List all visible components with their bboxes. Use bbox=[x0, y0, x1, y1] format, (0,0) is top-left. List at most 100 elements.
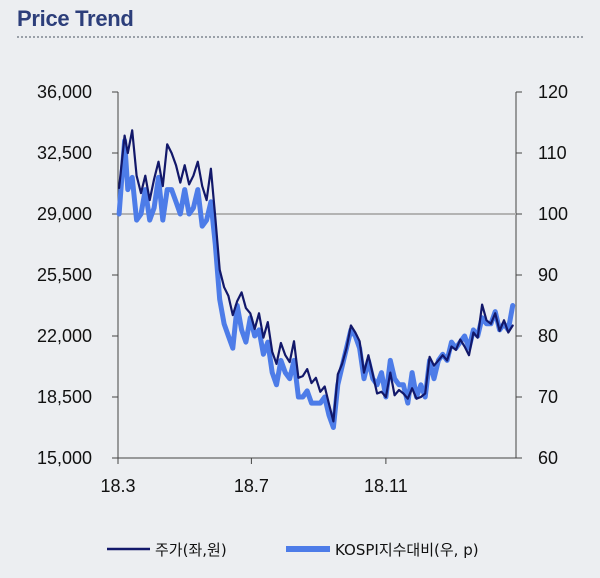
stock-price-point bbox=[280, 342, 281, 343]
kospi-relative-point bbox=[289, 378, 290, 379]
x-tick-label: 18.3 bbox=[100, 476, 135, 496]
kospi-relative-point bbox=[315, 403, 316, 404]
stock-price-point bbox=[512, 325, 513, 326]
stock-price-point bbox=[320, 391, 321, 392]
stock-price-point bbox=[272, 351, 273, 352]
stock-price-point bbox=[346, 348, 347, 349]
stock-price-point bbox=[158, 161, 159, 162]
stock-price-point bbox=[206, 199, 207, 200]
stock-price-point bbox=[390, 372, 391, 373]
kospi-relative-point bbox=[412, 372, 413, 373]
kospi-relative-point bbox=[381, 372, 382, 373]
stock-price-point bbox=[425, 393, 426, 394]
kospi-relative-point bbox=[241, 329, 242, 330]
right-tick-label: 80 bbox=[538, 326, 558, 346]
kospi-relative-point bbox=[245, 342, 246, 343]
stock-price-point bbox=[293, 341, 294, 342]
kospi-relative-point bbox=[267, 342, 268, 343]
kospi-relative-point bbox=[333, 427, 334, 428]
stock-price-point bbox=[315, 377, 316, 378]
stock-price-point bbox=[398, 389, 399, 390]
kospi-relative-point bbox=[162, 220, 163, 221]
stock-price-point bbox=[124, 135, 125, 136]
kospi-relative-point bbox=[425, 396, 426, 397]
kospi-relative-point bbox=[320, 403, 321, 404]
stock-price-point bbox=[350, 325, 351, 326]
stock-price-point bbox=[285, 355, 286, 356]
right-tick-label: 100 bbox=[538, 204, 568, 224]
stock-price-point bbox=[468, 355, 469, 356]
kospi-relative-point bbox=[145, 189, 146, 190]
stock-price-point bbox=[363, 372, 364, 373]
stock-price-point bbox=[254, 328, 255, 329]
kospi-relative-line bbox=[116, 138, 516, 430]
right-tick-label: 120 bbox=[538, 82, 568, 102]
stock-price-point bbox=[298, 377, 299, 378]
kospi-relative-point bbox=[206, 220, 207, 221]
title-divider bbox=[17, 36, 583, 38]
stock-price-point bbox=[337, 374, 338, 375]
stock-price-point bbox=[324, 386, 325, 387]
kospi-relative-point bbox=[228, 335, 229, 336]
chart-legend: 주가(좌,원) KOSPI지수대비(우, p) bbox=[107, 541, 479, 559]
left-tick-label: 18,500 bbox=[37, 387, 92, 407]
kospi-relative-point bbox=[149, 220, 150, 221]
stock-price-point bbox=[175, 165, 176, 166]
stock-price-point bbox=[245, 308, 246, 309]
left-tick-label: 32,500 bbox=[37, 143, 92, 163]
kospi-relative-point bbox=[464, 335, 465, 336]
stock-price-point bbox=[228, 295, 229, 296]
stock-price-point bbox=[442, 355, 443, 356]
stock-price-point bbox=[328, 403, 329, 404]
kospi-relative-point bbox=[390, 360, 391, 361]
stock-price-point bbox=[237, 301, 238, 302]
stock-price-point bbox=[403, 393, 404, 394]
stock-price-point bbox=[193, 175, 194, 176]
stock-price-point bbox=[162, 186, 163, 187]
kospi-relative-point bbox=[202, 226, 203, 227]
stock-price-point bbox=[232, 314, 233, 315]
kospi-relative-point bbox=[482, 317, 483, 318]
stock-price-point bbox=[407, 398, 408, 399]
right-tick-label: 90 bbox=[538, 265, 558, 285]
stock-price-point bbox=[368, 355, 369, 356]
kospi-relative-point bbox=[276, 384, 277, 385]
kospi-relative-point bbox=[363, 378, 364, 379]
stock-price-point bbox=[473, 332, 474, 333]
kospi-relative-point bbox=[223, 323, 224, 324]
right-tick-label: 70 bbox=[538, 387, 558, 407]
left-tick-label: 29,000 bbox=[37, 204, 92, 224]
kospi-relative-point bbox=[328, 415, 329, 416]
stock-price-point bbox=[429, 356, 430, 357]
left-tick-label: 25,500 bbox=[37, 265, 92, 285]
stock-price-point bbox=[342, 363, 343, 364]
stock-price-point bbox=[241, 292, 242, 293]
kospi-relative-point bbox=[127, 189, 128, 190]
kospi-relative-point bbox=[403, 384, 404, 385]
stock-price-point bbox=[132, 130, 133, 131]
kospi-relative-point bbox=[180, 213, 181, 214]
kospi-relative-point bbox=[132, 177, 133, 178]
stock-price-point bbox=[188, 184, 189, 185]
stock-price-point bbox=[416, 398, 417, 399]
kospi-relative-point bbox=[307, 390, 308, 391]
stock-price-point bbox=[490, 323, 491, 324]
kospi-relative-point bbox=[495, 311, 496, 312]
stock-price-point bbox=[167, 144, 168, 145]
kospi-relative-point bbox=[175, 201, 176, 202]
x-tick-label: 18.11 bbox=[364, 476, 408, 496]
chart-axes: 15,000 18,500 22,000 25,500 29,000 32,500 36,0… bbox=[37, 82, 568, 496]
stock-price-point bbox=[433, 365, 434, 366]
kospi-relative-point bbox=[285, 372, 286, 373]
kospi-relative-point bbox=[167, 189, 168, 190]
stock-price-point bbox=[477, 337, 478, 338]
stock-price-point bbox=[355, 332, 356, 333]
stock-price-point bbox=[311, 382, 312, 383]
stock-price-point bbox=[307, 369, 308, 370]
stock-price-point bbox=[482, 304, 483, 305]
series-lines bbox=[116, 129, 516, 430]
kospi-relative-point bbox=[394, 378, 395, 379]
kospi-relative-point bbox=[298, 396, 299, 397]
stock-price-point bbox=[447, 360, 448, 361]
kospi-relative-point bbox=[420, 384, 421, 385]
